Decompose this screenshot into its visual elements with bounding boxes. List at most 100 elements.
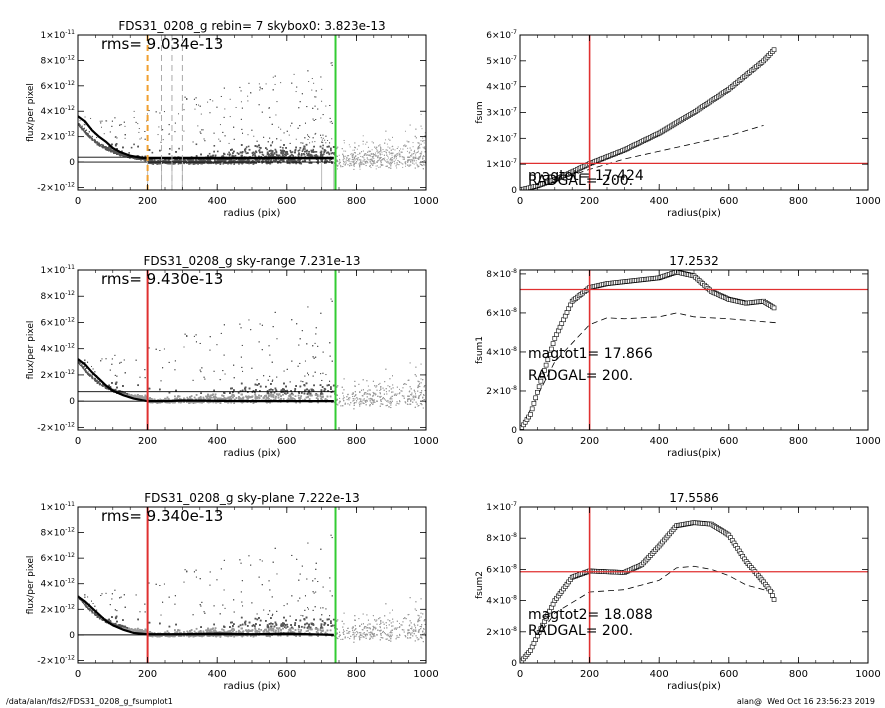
data-point: [158, 134, 159, 135]
data-point: [320, 135, 321, 136]
data-point: [419, 156, 420, 157]
data-point: [401, 152, 402, 153]
data-point: [340, 165, 341, 166]
data-point: [280, 152, 282, 154]
data-point: [389, 140, 390, 141]
data-point: [342, 154, 343, 155]
data-point: [360, 160, 361, 161]
data-point: [370, 161, 371, 162]
data-point: [422, 159, 423, 160]
data-point: [421, 153, 422, 154]
data-point: [82, 128, 83, 129]
data-point: [310, 150, 312, 152]
data-point: [411, 154, 412, 155]
data-point: [424, 146, 425, 147]
data-point: [294, 74, 295, 75]
data-point: [201, 163, 203, 165]
data-point: [97, 141, 98, 142]
data-point: [411, 155, 412, 156]
data-point: [196, 143, 198, 145]
data-point: [138, 132, 139, 133]
data-point: [259, 152, 261, 154]
data-point: [372, 160, 373, 161]
data-point: [214, 133, 215, 134]
data-point: [407, 141, 408, 142]
data-point: [385, 139, 386, 140]
data-point: [258, 144, 260, 146]
data-point: [373, 163, 374, 164]
data-point: [418, 142, 419, 143]
data-point: [290, 143, 291, 144]
data-point: [416, 160, 417, 161]
data-point: [415, 157, 416, 158]
data-point: [382, 164, 383, 165]
data-point: [279, 155, 281, 157]
data-point: [355, 147, 356, 148]
data-point: [402, 149, 403, 150]
data-point: [275, 160, 277, 162]
data-point: [201, 114, 202, 115]
data-point: [354, 157, 355, 158]
data-point: [241, 90, 242, 91]
data-point: [304, 148, 306, 150]
data-point: [268, 160, 270, 162]
data-point: [422, 141, 423, 142]
data-point: [323, 151, 325, 153]
data-point: [423, 147, 424, 148]
data-point: [263, 137, 264, 138]
data-point: [394, 149, 395, 150]
data-point: [315, 106, 316, 107]
data-point: [398, 164, 399, 165]
data-point: [355, 163, 356, 164]
data-point: [405, 162, 406, 163]
data-point: [357, 154, 358, 155]
data-point: [363, 161, 364, 162]
data-point: [365, 163, 366, 164]
data-point: [161, 142, 162, 143]
data-point: [378, 152, 379, 153]
data-point: [296, 91, 297, 92]
data-point: [245, 151, 247, 153]
data-point: [139, 138, 140, 139]
data-point: [417, 165, 418, 166]
data-point: [285, 147, 287, 149]
data-point: [374, 162, 375, 163]
data-point: [312, 141, 313, 142]
data-point: [411, 150, 412, 151]
data-point: [291, 123, 292, 124]
data-point: [273, 77, 274, 78]
data-point: [295, 163, 297, 165]
data-point: [84, 131, 85, 132]
data-point: [386, 152, 387, 153]
data-point: [280, 129, 281, 130]
data-point: [134, 117, 135, 118]
data-point: [157, 160, 159, 162]
data-point: [380, 147, 381, 148]
data-point: [377, 151, 378, 152]
data-point: [354, 166, 355, 167]
data-point: [204, 138, 205, 139]
data-point: [241, 129, 242, 130]
data-point: [234, 160, 236, 162]
data-point: [201, 129, 202, 130]
data-point: [363, 163, 364, 164]
data-point: [287, 131, 288, 132]
data-point: [398, 160, 399, 161]
data-point: [370, 165, 371, 166]
data-point: [133, 144, 135, 146]
data-point: [373, 156, 374, 157]
data-point: [414, 160, 415, 161]
data-point: [408, 141, 409, 142]
data-point: [371, 153, 372, 154]
data-point: [329, 105, 330, 106]
data-point: [419, 162, 420, 163]
data-point: [366, 165, 367, 166]
data-point: [421, 114, 422, 115]
data-point: [90, 118, 91, 119]
data-point: [367, 152, 368, 153]
data-point: [354, 142, 355, 143]
data-point: [372, 141, 373, 142]
data-point: [412, 163, 413, 164]
data-point: [348, 155, 349, 156]
data-point: [169, 148, 171, 150]
